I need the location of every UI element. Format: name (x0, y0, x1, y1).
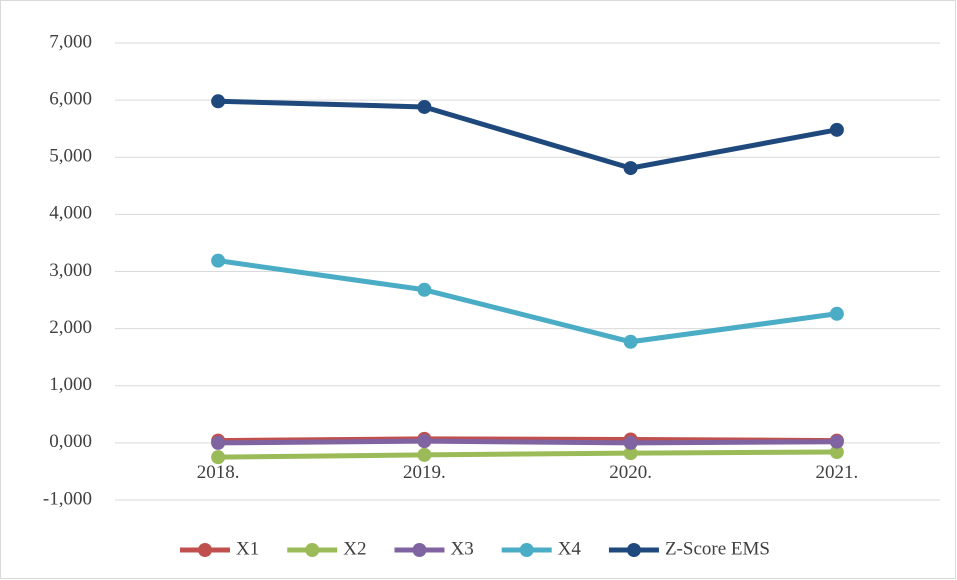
legend-label: X4 (558, 538, 582, 559)
series-marker (211, 435, 226, 450)
series-line (215, 449, 840, 460)
y-tick-label: 1,000 (49, 374, 92, 395)
legend-marker (198, 543, 212, 557)
series-marker (829, 434, 844, 449)
legend-label: X1 (236, 538, 259, 559)
series-line (215, 438, 840, 446)
series-marker (417, 447, 432, 462)
series-marker (417, 99, 432, 114)
series-marker (211, 450, 226, 465)
x-tick-label: 2018. (197, 462, 240, 483)
series-marker (829, 445, 844, 460)
series-marker (829, 306, 844, 321)
x-tick-label: 2019. (403, 462, 446, 483)
series-marker (829, 122, 844, 137)
legend-marker (305, 543, 320, 557)
y-tick-label: 0,000 (49, 431, 92, 452)
series-marker (623, 161, 638, 176)
series-line (215, 98, 840, 171)
series-marker (211, 253, 226, 268)
x-tick-label: 2020. (609, 462, 652, 483)
legend-label: Z-Score EMS (665, 538, 770, 559)
legend-marker (626, 543, 641, 557)
series-marker (211, 94, 226, 109)
y-tick-label: -1,000 (43, 488, 92, 509)
legend-label: X3 (450, 538, 473, 559)
series-marker (417, 434, 432, 449)
series-marker (623, 435, 638, 450)
x-tick-label: 2021. (816, 462, 859, 483)
series-marker (623, 446, 638, 461)
y-tick-label: 5,000 (49, 146, 92, 167)
y-tick-label: 7,000 (49, 31, 92, 52)
y-tick-label: 3,000 (49, 260, 92, 281)
series-marker (623, 334, 638, 349)
y-tick-label: 4,000 (49, 203, 92, 224)
legend-marker (412, 543, 427, 557)
y-tick-label: 2,000 (49, 317, 92, 338)
series-line (215, 258, 840, 345)
legend-label: X2 (343, 538, 366, 559)
y-tick-label: 6,000 (49, 88, 92, 109)
legend-marker (519, 543, 534, 557)
series-marker (417, 282, 432, 297)
